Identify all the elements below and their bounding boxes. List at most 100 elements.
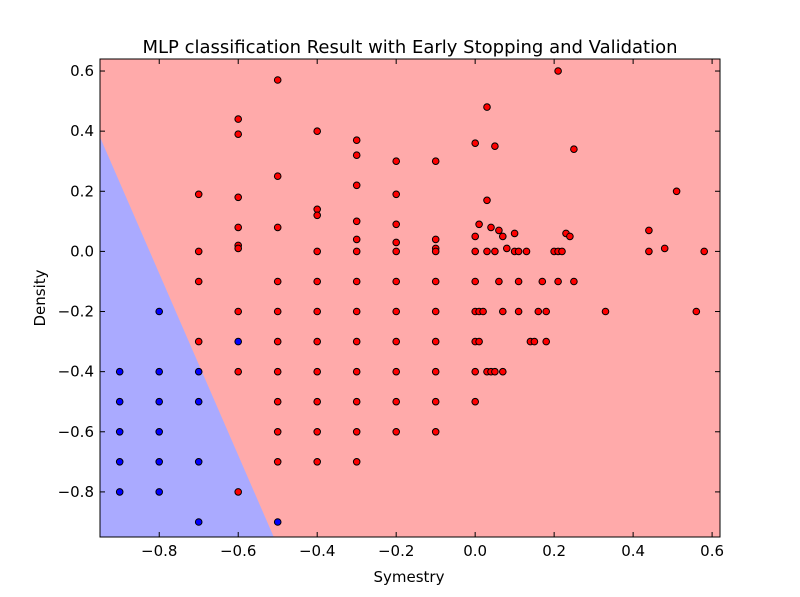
data-point: [115, 428, 124, 436]
data-point: [475, 337, 483, 346]
data-point: [514, 277, 523, 286]
data-point: [352, 458, 361, 466]
data-point: [352, 277, 361, 286]
data-point: [115, 367, 124, 376]
series-1: [194, 67, 709, 496]
data-point: [352, 151, 361, 159]
data-point: [313, 127, 322, 135]
data-point: [483, 247, 491, 256]
data-point: [514, 307, 523, 316]
plot-area: [100, 59, 720, 538]
y-tick-label: 0.4: [70, 122, 94, 140]
data-point: [499, 232, 507, 241]
data-point: [194, 458, 203, 466]
data-point: [194, 247, 203, 256]
data-point: [352, 428, 361, 436]
data-point: [431, 307, 440, 316]
data-point: [234, 367, 242, 376]
data-point: [273, 172, 282, 180]
data-point: [155, 458, 163, 466]
data-point: [155, 488, 163, 496]
y-tick-label: −0.2: [58, 303, 94, 321]
data-point: [115, 397, 124, 406]
data-point: [115, 458, 124, 466]
data-point: [273, 458, 282, 466]
data-point: [499, 367, 507, 376]
data-point: [352, 397, 361, 406]
y-tick-label: 0.6: [70, 62, 94, 80]
y-tick-label: 0.0: [70, 242, 94, 260]
data-point: [273, 76, 282, 84]
data-point: [431, 397, 440, 406]
x-tick-label: 0.0: [463, 542, 487, 560]
data-point: [273, 277, 282, 286]
data-point: [431, 247, 440, 256]
data-point: [431, 157, 440, 165]
x-tick-label: −0.8: [141, 542, 177, 560]
data-point: [352, 217, 361, 226]
data-point: [542, 307, 551, 316]
data-point: [352, 136, 361, 144]
data-point: [645, 247, 653, 256]
data-point: [491, 142, 499, 150]
data-point: [514, 247, 523, 256]
data-point: [273, 307, 282, 316]
data-point: [431, 277, 440, 286]
data-point: [273, 337, 282, 346]
data-point: [530, 337, 539, 346]
data-point: [491, 367, 499, 376]
data-point: [431, 367, 440, 376]
data-point: [352, 235, 361, 244]
y-axis-label: Density: [31, 269, 49, 326]
data-point: [194, 337, 203, 346]
data-point: [392, 220, 401, 229]
data-point: [155, 428, 163, 436]
data-point: [554, 277, 562, 286]
data-point: [115, 488, 124, 496]
data-point: [392, 190, 401, 199]
data-point: [352, 337, 361, 346]
data-point: [645, 226, 653, 235]
data-point: [570, 145, 578, 153]
data-point: [155, 397, 163, 406]
data-point: [313, 211, 322, 220]
data-point: [273, 223, 282, 232]
data-point: [392, 307, 401, 316]
data-point: [392, 397, 401, 406]
data-point: [273, 518, 282, 526]
data-point: [471, 232, 480, 241]
x-tick-label: −0.2: [378, 542, 414, 560]
data-point: [392, 247, 401, 256]
y-tick-label: 0.2: [70, 182, 94, 200]
data-point: [313, 397, 322, 406]
data-point: [431, 428, 440, 436]
data-point: [273, 397, 282, 406]
data-point: [234, 115, 242, 123]
data-point: [558, 247, 566, 256]
data-point: [554, 67, 562, 75]
data-point: [491, 247, 499, 256]
data-point: [471, 139, 480, 147]
data-point: [392, 367, 401, 376]
data-point: [234, 130, 242, 138]
data-point: [499, 307, 507, 316]
data-point: [471, 367, 480, 376]
data-point: [495, 277, 503, 286]
data-point: [475, 220, 483, 229]
data-point: [471, 397, 480, 406]
data-point: [700, 247, 709, 256]
data-point: [534, 307, 543, 316]
data-point: [194, 397, 203, 406]
data-point: [313, 307, 322, 316]
axes-frame: [99, 58, 721, 538]
data-point: [194, 277, 203, 286]
data-point: [234, 244, 242, 253]
data-point: [479, 307, 487, 316]
x-tick-label: 0.2: [542, 542, 566, 560]
x-tick-label: 0.6: [700, 542, 724, 560]
data-point: [672, 187, 681, 196]
data-point: [352, 367, 361, 376]
region-left: [100, 137, 274, 538]
data-point: [313, 428, 322, 436]
